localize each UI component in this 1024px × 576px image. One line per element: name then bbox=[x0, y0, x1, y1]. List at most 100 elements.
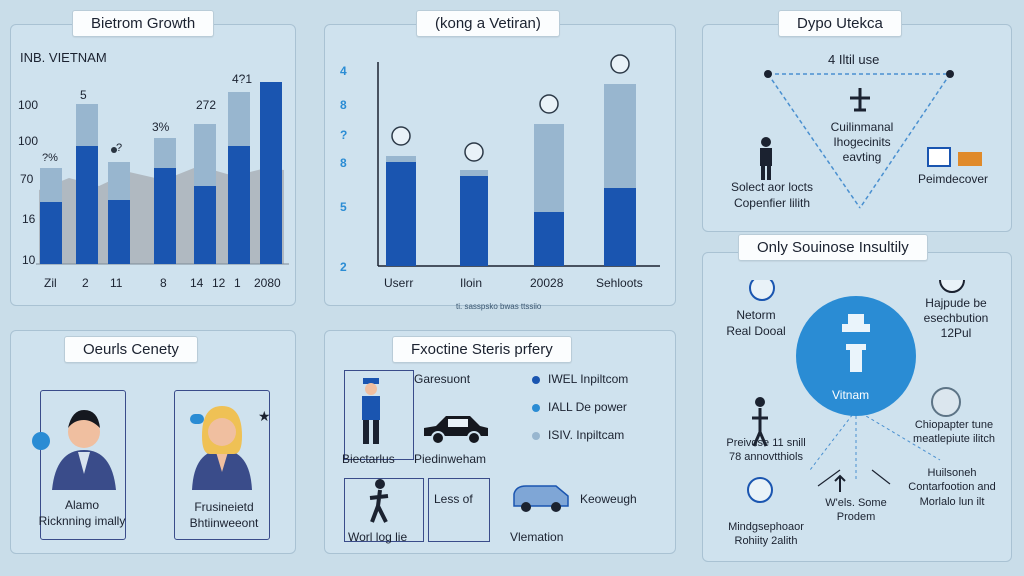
walking-person-icon bbox=[752, 408, 768, 447]
node-icon bbox=[764, 70, 772, 78]
dypo-right-text: Peimdecover bbox=[918, 172, 989, 186]
fx-item: Keoweugh bbox=[580, 492, 637, 506]
growth-x-label: 14 bbox=[190, 276, 204, 290]
worker-box bbox=[344, 370, 414, 460]
only-node-label: Preivdse 11 snill 78 annovtthiols bbox=[726, 437, 806, 464]
vetiran-y-icon: 5 bbox=[340, 200, 347, 214]
growth-data-label: 4?1 bbox=[232, 72, 253, 86]
growth-x-label: 2 bbox=[82, 276, 89, 290]
growth-chart bbox=[36, 82, 289, 265]
legend-dot bbox=[532, 432, 540, 440]
computer-icon bbox=[927, 147, 982, 167]
bar-2-dark bbox=[76, 146, 98, 264]
vetiran-x-label: 20028 bbox=[530, 276, 564, 290]
person-avatar-female bbox=[192, 406, 252, 490]
dypo-top-label: 4 Iltil use bbox=[828, 52, 880, 67]
legend-label: ISIV. Inpiltcam bbox=[548, 428, 625, 442]
vetiran-x-label: Userr bbox=[384, 276, 414, 290]
bar-1-dark bbox=[40, 202, 62, 264]
walking-person-icon bbox=[369, 479, 389, 523]
only-node-label: Netorm Real Dooal bbox=[726, 308, 786, 338]
oeurls-title: Oeurls Cenety bbox=[64, 336, 198, 363]
dypo-diagram bbox=[764, 70, 954, 209]
vbar-1-dark bbox=[386, 162, 416, 266]
fx-item: Less of bbox=[434, 492, 473, 506]
bar-5-dark bbox=[194, 186, 216, 264]
fxoctine-title: Fxoctine Steris prfery bbox=[392, 336, 572, 363]
vetiran-chart bbox=[377, 54, 660, 267]
bar-6-dark bbox=[228, 146, 250, 264]
growth-x-label: Zil bbox=[44, 276, 57, 290]
bar-7-dark bbox=[260, 82, 282, 264]
vetiran-y-icon: ? bbox=[340, 128, 348, 142]
dypo-title: Dypo Utekca bbox=[778, 10, 902, 37]
lighthouse-icon bbox=[842, 314, 870, 372]
growth-y-label: 10 bbox=[22, 253, 36, 267]
only-node-label: Mindgsephoaor Rohiity 2alith bbox=[728, 521, 804, 548]
clock-icon bbox=[939, 280, 965, 293]
only-node-label: Hajpude be esechbution 12Pul bbox=[923, 296, 989, 340]
fx-item: Garesuont bbox=[414, 372, 471, 386]
dypo-panel bbox=[702, 24, 1012, 232]
fx-item: Piedinweham bbox=[414, 452, 487, 466]
vetiran-caption: ti. sasspsko bwas ttssiio bbox=[456, 302, 542, 311]
only-node-label: Huilsoneh Contarfootion and Morlalo lun … bbox=[908, 467, 996, 508]
scale-icon bbox=[850, 88, 870, 112]
worker-icon bbox=[362, 378, 380, 444]
growth-x-label: 8 bbox=[160, 276, 167, 290]
medal-icon bbox=[464, 142, 484, 162]
vbar-2-dark bbox=[460, 176, 488, 266]
vetiran-title: (kong a Vetiran) bbox=[416, 10, 560, 37]
legend-dot bbox=[532, 376, 540, 384]
center-label: Vitnam bbox=[832, 388, 870, 402]
growth-data-label: 5 bbox=[80, 88, 87, 102]
only-node-label: Chiopapter tune meatlepiute ilitch bbox=[913, 419, 995, 446]
car-icon bbox=[424, 416, 488, 445]
person-name: Frusineietd Bhtiinweeont bbox=[189, 500, 259, 530]
growth-x-label: 1 bbox=[234, 276, 241, 290]
growth-title: Bietrom Growth bbox=[72, 10, 215, 37]
person-name: Alamo Ricknning imally bbox=[38, 498, 126, 528]
growth-x-label: 11 bbox=[110, 276, 123, 290]
growth-data-label: 3% bbox=[152, 120, 170, 134]
vetiran-y-icon: 8 bbox=[340, 98, 347, 112]
bar-4-dark bbox=[154, 168, 176, 264]
legend-label: IALL De power bbox=[548, 400, 627, 414]
growth-small-label: ? bbox=[116, 142, 123, 154]
star-icon: ★ bbox=[258, 408, 271, 424]
legend-label: IWEL Inpiltcom bbox=[548, 372, 629, 386]
bar-3-dark bbox=[108, 200, 130, 264]
legend-dot bbox=[532, 404, 540, 412]
vbar-3-dark bbox=[534, 212, 564, 266]
vbar-4-dark bbox=[604, 188, 636, 266]
arrow-up-icon bbox=[834, 474, 846, 492]
globe-icon bbox=[749, 280, 775, 301]
vetiran-y-icon: 8 bbox=[340, 156, 347, 170]
dypo-left-text: Solect aor locts Copenfier lilith bbox=[730, 180, 814, 210]
growth-x-label: 2080 bbox=[254, 276, 281, 290]
van-icon bbox=[513, 485, 569, 512]
fx-item: Worl log lie bbox=[348, 530, 408, 544]
growth-data-label: 272 bbox=[196, 98, 217, 112]
only-node-label: W'els. Some Prodem bbox=[825, 497, 887, 524]
walker-box bbox=[344, 478, 424, 542]
growth-y-label: 100 bbox=[18, 98, 39, 112]
medal-icon bbox=[539, 94, 559, 114]
person-avatar-male bbox=[52, 410, 116, 490]
globe-badge-icon bbox=[32, 432, 50, 450]
vetiran-y-icon: 4 bbox=[340, 64, 347, 78]
medal-icon bbox=[391, 126, 411, 146]
medal-icon bbox=[610, 54, 630, 74]
growth-small-label: ?% bbox=[42, 152, 58, 164]
only-title: Only Souinose Insultily bbox=[738, 234, 928, 261]
growth-y-label: 16 bbox=[22, 212, 36, 226]
vetiran-x-label: Iloin bbox=[460, 276, 483, 290]
less-box bbox=[428, 478, 490, 542]
trophy-icon bbox=[111, 147, 117, 153]
fx-item: Biectarlus bbox=[342, 452, 395, 466]
growth-y-label: 100 bbox=[18, 134, 39, 148]
growth-subtitle: INB. VIETNAM bbox=[20, 50, 107, 65]
growth-y-label: 70 bbox=[20, 172, 34, 186]
growth-x-label: 12 bbox=[212, 276, 226, 290]
only-diagram bbox=[747, 280, 965, 503]
